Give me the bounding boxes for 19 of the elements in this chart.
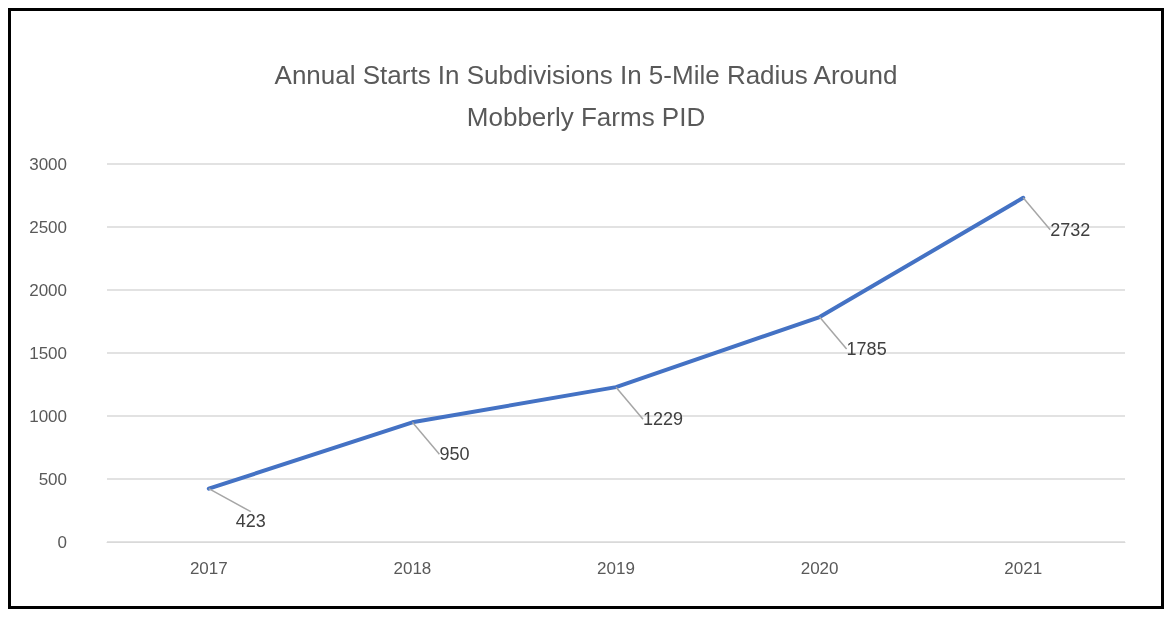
data-label: 423 bbox=[235, 510, 266, 531]
line-series bbox=[206, 195, 1026, 491]
x-tick-label: 2020 bbox=[800, 559, 839, 578]
data-label: 2732 bbox=[1050, 219, 1091, 240]
data-label: 1785 bbox=[846, 339, 887, 360]
y-tick-label: 2000 bbox=[29, 280, 67, 300]
data-label: 1229 bbox=[643, 409, 684, 430]
x-tick-label: 2019 bbox=[597, 559, 635, 578]
x-tick-label: 2021 bbox=[1004, 559, 1043, 578]
x-tick-label: 2018 bbox=[393, 559, 432, 578]
chart-title: Annual Starts In Subdivisions In 5-Mile Radius Around Mobberly Farms PID bbox=[274, 60, 898, 132]
y-tick-label: 500 bbox=[38, 469, 67, 489]
y-tick-label: 0 bbox=[57, 532, 67, 552]
y-tick-label: 2500 bbox=[29, 217, 67, 237]
y-tick-label: 1000 bbox=[29, 406, 67, 426]
y-tick-label: 1500 bbox=[29, 343, 67, 363]
y-tick-label: 3000 bbox=[29, 154, 67, 174]
x-tick-label: 2017 bbox=[189, 559, 228, 578]
data-label: 950 bbox=[439, 444, 470, 465]
